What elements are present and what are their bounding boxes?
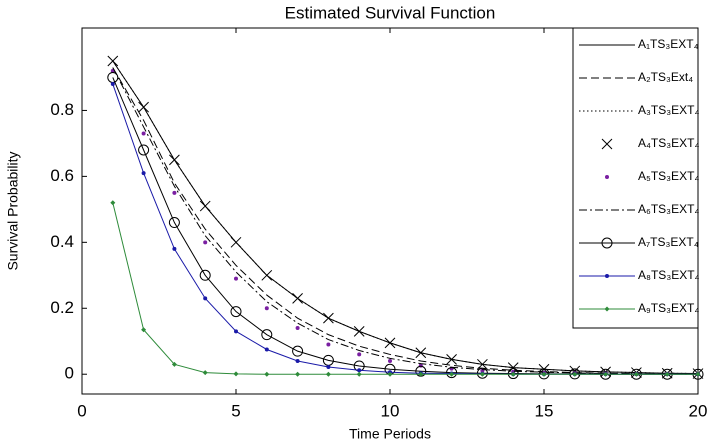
marker bbox=[199, 269, 211, 281]
marker bbox=[295, 359, 300, 364]
marker bbox=[418, 371, 424, 377]
legend: A₁TS₃EXT₄ A₂TS₃Ext₄ A₃TS₃EXT₄ A₄TS₃EXT₄ A₅TS… bbox=[572, 27, 700, 329]
y-tick-label: 0.8 bbox=[50, 100, 74, 119]
marker bbox=[357, 368, 362, 373]
legend-label: A₂TS₃Ext₄ bbox=[638, 70, 693, 84]
marker bbox=[604, 306, 610, 312]
marker bbox=[292, 293, 303, 304]
x-tick-label: 15 bbox=[535, 401, 554, 420]
marker bbox=[230, 236, 242, 248]
marker bbox=[169, 154, 180, 166]
marker bbox=[264, 306, 269, 311]
marker bbox=[356, 371, 362, 377]
marker bbox=[325, 371, 331, 377]
marker bbox=[203, 296, 208, 301]
x-tick-label: 0 bbox=[77, 401, 86, 420]
marker bbox=[230, 306, 242, 318]
marker bbox=[476, 367, 488, 379]
marker bbox=[353, 325, 365, 337]
x-tick-label: 5 bbox=[231, 401, 240, 420]
marker bbox=[172, 246, 177, 251]
marker bbox=[507, 368, 519, 380]
marker bbox=[202, 370, 208, 376]
marker bbox=[510, 371, 516, 377]
y-tick-label: 0.2 bbox=[50, 298, 74, 317]
marker bbox=[449, 371, 455, 377]
marker bbox=[664, 371, 670, 377]
marker bbox=[203, 240, 208, 245]
legend-label: A₁TS₃EXT₄ bbox=[638, 37, 699, 51]
marker bbox=[110, 82, 115, 87]
marker bbox=[446, 367, 458, 379]
x-axis-label: Time Periods bbox=[349, 426, 431, 442]
marker bbox=[234, 276, 238, 281]
marker bbox=[172, 190, 177, 195]
marker bbox=[601, 138, 613, 150]
marker bbox=[326, 364, 331, 369]
marker bbox=[446, 354, 457, 365]
marker bbox=[605, 274, 609, 278]
marker bbox=[479, 371, 485, 377]
marker bbox=[295, 371, 301, 377]
marker bbox=[326, 342, 331, 347]
marker bbox=[384, 337, 396, 349]
legend-label: A₉TS₃EXT₄ bbox=[638, 301, 699, 315]
marker bbox=[168, 217, 180, 229]
marker bbox=[138, 144, 150, 156]
marker bbox=[264, 347, 269, 352]
y-tick-label: 0 bbox=[65, 364, 74, 383]
marker bbox=[264, 371, 270, 377]
marker bbox=[141, 327, 147, 333]
marker bbox=[541, 371, 547, 377]
legend-label: A₈TS₃EXT₄ bbox=[638, 268, 700, 282]
marker bbox=[603, 371, 609, 377]
marker bbox=[199, 200, 211, 212]
legend-label: A₄TS₃EXT₄ bbox=[638, 136, 699, 150]
chart-title: Estimated Survival Function bbox=[285, 3, 496, 22]
marker bbox=[261, 329, 273, 341]
series-line bbox=[112, 202, 698, 375]
legend-label: A₃TS₃EXT₄ bbox=[638, 103, 699, 117]
marker bbox=[138, 101, 149, 113]
marker bbox=[261, 269, 273, 281]
marker bbox=[234, 329, 238, 334]
marker bbox=[601, 237, 613, 249]
marker bbox=[357, 352, 362, 357]
marker bbox=[633, 371, 639, 377]
y-axis-label: Survival Probability bbox=[5, 151, 21, 270]
marker bbox=[295, 326, 300, 331]
legend-label: A₆TS₃EXT₄ bbox=[638, 202, 699, 216]
y-tick-label: 0.6 bbox=[50, 166, 74, 185]
marker bbox=[233, 371, 239, 377]
marker bbox=[388, 359, 392, 364]
series-line bbox=[112, 60, 699, 375]
legend-label: A₅TS₃EXT₄ bbox=[638, 169, 699, 183]
marker bbox=[415, 347, 427, 359]
marker bbox=[323, 312, 334, 324]
legend-label: A₇TS₃EXT₄ bbox=[638, 235, 699, 249]
y-tick-label: 0.4 bbox=[50, 232, 74, 251]
marker bbox=[107, 55, 119, 67]
marker bbox=[695, 371, 701, 377]
marker bbox=[572, 371, 578, 377]
marker bbox=[605, 175, 609, 179]
marker bbox=[110, 200, 116, 206]
marker bbox=[387, 371, 393, 377]
marker bbox=[477, 358, 488, 370]
marker bbox=[171, 361, 177, 367]
x-tick-label: 10 bbox=[381, 401, 400, 420]
marker bbox=[141, 131, 146, 136]
marker bbox=[292, 345, 304, 357]
marker bbox=[141, 171, 146, 176]
x-tick-label: 20 bbox=[689, 401, 708, 420]
